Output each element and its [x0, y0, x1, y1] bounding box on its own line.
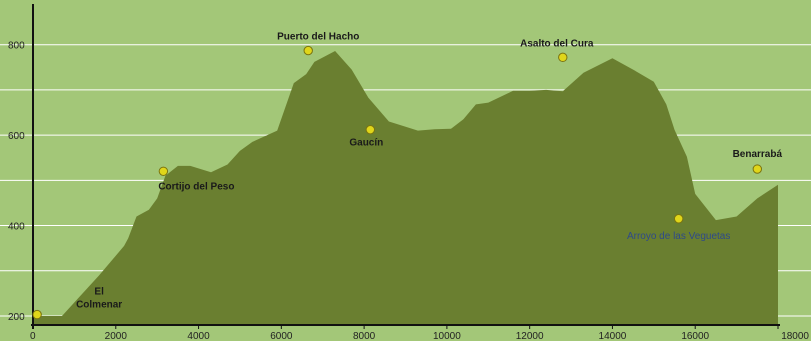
waypoint-label: Arroyo de las Veguetas: [627, 231, 730, 242]
waypoint-label: Gaucín: [349, 138, 383, 149]
x-tick-label: 14000: [599, 331, 627, 341]
waypoint-marker: [158, 166, 169, 176]
waypoint-marker: [558, 52, 568, 63]
x-tick-label: 18000: [781, 331, 809, 341]
x-tick-label: 6000: [270, 331, 293, 341]
waypoint-marker: [365, 124, 376, 135]
waypoint-marker: [752, 164, 763, 174]
x-tick-label: 16000: [681, 331, 709, 341]
elevation-area: [33, 51, 778, 325]
x-tick-label: 0: [30, 331, 36, 341]
waypoint-label: Puerto del Hacho: [277, 32, 359, 43]
waypoint-label: Benarrabá: [733, 149, 783, 160]
x-axis-ticks: 0 2000 4000 6000 8000 10000 12000 14000 16000 180…: [30, 325, 809, 341]
waypoint-markers: [32, 45, 763, 320]
x-tick-label: 10000: [433, 331, 461, 341]
waypoint-label: Cortijo del Peso: [158, 181, 234, 192]
waypoint-marker: [303, 45, 313, 56]
y-tick-label: 600: [8, 131, 25, 142]
waypoint-label: Asalto del Cura: [520, 38, 594, 49]
waypoint-marker: [32, 309, 42, 320]
x-tick-label: 2000: [105, 331, 128, 341]
x-tick-label: 8000: [353, 331, 376, 341]
y-tick-label: 800: [8, 41, 25, 52]
x-tick-label: 12000: [516, 331, 544, 341]
waypoint-label: El Colmenar: [76, 287, 122, 311]
x-tick-label: 4000: [187, 331, 210, 341]
y-tick-label: 400: [8, 222, 25, 233]
waypoint-marker: [673, 214, 684, 224]
y-tick-label: 200: [8, 312, 25, 323]
waypoint-labels: El Colmenar Cortijo del Peso Puerto del Hac…: [76, 32, 782, 311]
y-axis-ticks: 200 400 600 800: [8, 41, 25, 323]
